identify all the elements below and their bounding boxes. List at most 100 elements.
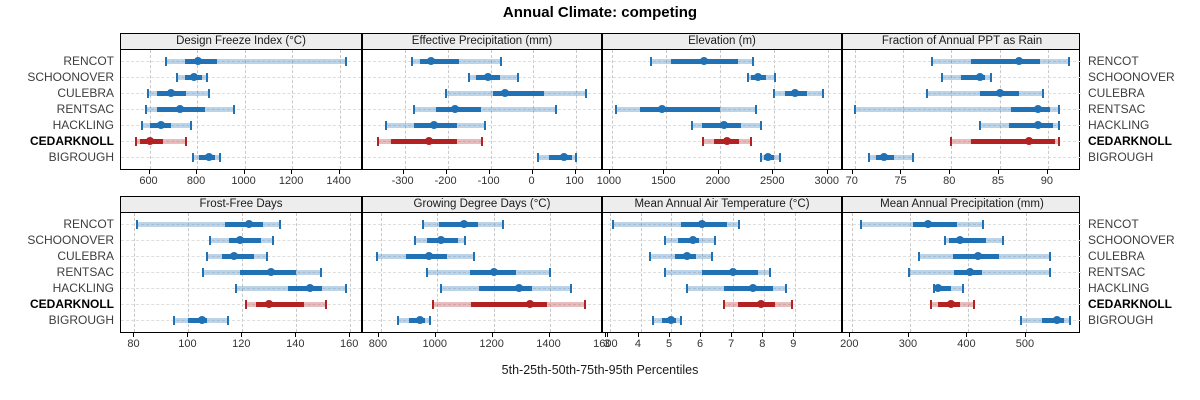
axis-tick xyxy=(488,170,490,174)
whisker-cap xyxy=(750,136,753,146)
median-dot xyxy=(429,121,438,129)
axis-tick xyxy=(949,170,951,174)
whisker-cap xyxy=(147,88,150,98)
whisker-cap xyxy=(961,283,964,293)
median-dot xyxy=(723,137,732,145)
whisker-cap xyxy=(413,235,416,245)
panel-strip-title: Mean Annual Precipitation (mm) xyxy=(841,197,1081,212)
whisker-cap xyxy=(932,283,935,293)
iqr-bar xyxy=(438,221,479,227)
row-guide xyxy=(843,92,1081,94)
gridline xyxy=(350,213,352,332)
whisker-cap xyxy=(690,120,693,130)
site-label-left: CEDARKNOLL xyxy=(30,297,114,311)
axis-tick xyxy=(900,170,902,174)
gridline xyxy=(533,50,535,169)
site-label-right: CULEBRA xyxy=(1088,86,1145,100)
panel-strip-title: Fraction of Annual PPT as Rain xyxy=(841,34,1081,49)
whisker-cap xyxy=(772,88,775,98)
axis-tick-label: 4 xyxy=(634,338,641,350)
site-label-right: RENTSAC xyxy=(1088,265,1146,279)
gridline xyxy=(827,50,829,169)
site-label-right: RENTSAC xyxy=(1088,102,1146,116)
strip-row: Frost-Free Days Growing Degree Days (°C) M… xyxy=(120,196,1080,213)
whisker-cap xyxy=(140,120,143,130)
site-label-right: BIGROUGH xyxy=(1088,150,1154,164)
row-guide xyxy=(843,156,1081,158)
whisker-cap xyxy=(779,152,782,162)
iqr-bar xyxy=(970,58,1041,64)
whisker-cap xyxy=(651,315,654,325)
axis-band: 80 100 120 140 160 800 1000 1200 1400 1600 3 4 5 6 7 8 9… xyxy=(120,333,1080,357)
axis-tick-label: -300 xyxy=(391,175,414,187)
axis-tick-label: 800 xyxy=(368,338,388,350)
whisker-cap xyxy=(821,88,824,98)
plot-row xyxy=(120,50,1081,170)
row-guide xyxy=(843,124,1081,126)
median-dot xyxy=(416,316,425,324)
whisker-cap xyxy=(738,219,741,229)
axis-band: 600 800 1000 1200 1400 -300 -200 -100 0 100 1000 15… xyxy=(120,170,1080,194)
axis-tick xyxy=(608,170,610,174)
whisker-cap xyxy=(759,152,762,162)
axis-tick xyxy=(700,333,702,337)
whisker-cap xyxy=(611,219,614,229)
axis-tick xyxy=(548,333,550,337)
median-dot xyxy=(194,57,203,65)
axis-tick xyxy=(187,333,189,337)
row-guide xyxy=(121,60,361,62)
site-label-right: SCHOONOVER xyxy=(1088,70,1175,84)
iqr-bar xyxy=(737,301,775,307)
median-dot xyxy=(483,73,492,81)
whisker-cap xyxy=(234,283,237,293)
whisker-cap xyxy=(218,152,221,162)
axis-tick xyxy=(731,333,733,337)
iqr-bar xyxy=(479,285,532,291)
whisker-cap xyxy=(1042,88,1045,98)
whisker-cap xyxy=(940,72,943,82)
row-guide xyxy=(603,319,841,321)
row-guide xyxy=(843,108,1081,110)
median-dot xyxy=(976,73,985,81)
axis-tick-label: 1200 xyxy=(479,338,504,350)
median-dot xyxy=(305,284,314,292)
gridline xyxy=(296,213,298,332)
panel-strip-title: Elevation (m) xyxy=(601,34,841,49)
whisker-cap xyxy=(135,136,138,146)
site-label-left: RENTSAC xyxy=(56,102,114,116)
axis-tick-label: 2000 xyxy=(705,175,731,187)
gridline xyxy=(763,213,765,332)
panel-strip-title: Mean Annual Air Temperature (°C) xyxy=(601,197,841,212)
whisker-cap xyxy=(784,283,787,293)
row-guide xyxy=(603,239,841,241)
median-dot xyxy=(756,300,765,308)
axis-tick-label: 800 xyxy=(186,175,206,187)
whisker-cap xyxy=(584,299,587,309)
iqr-bar xyxy=(970,138,1055,144)
row-guide xyxy=(363,92,601,94)
whisker-cap xyxy=(206,251,209,261)
whisker-cap xyxy=(648,251,651,261)
whisker-cap xyxy=(664,235,667,245)
whisker-cap xyxy=(1048,267,1051,277)
whisker-cap xyxy=(944,235,947,245)
whisker-cap xyxy=(207,88,210,98)
whisker-cap xyxy=(272,235,275,245)
gridline xyxy=(149,50,151,169)
whisker-cap xyxy=(483,120,486,130)
whisker-cap xyxy=(208,235,211,245)
range-band xyxy=(612,221,740,227)
axis-tick xyxy=(826,170,828,174)
whisker-cap xyxy=(202,267,205,277)
median-dot xyxy=(489,268,498,276)
median-dot xyxy=(189,73,198,81)
iqr-bar xyxy=(471,301,548,307)
axis-tick xyxy=(434,333,436,337)
median-dot xyxy=(956,236,965,244)
median-dot xyxy=(514,284,523,292)
site-label-right: HACKLING xyxy=(1088,281,1150,295)
median-dot xyxy=(749,284,758,292)
panel-strip-title: Design Freeze Index (°C) xyxy=(176,35,306,47)
axis-tick-label: 200 xyxy=(840,338,859,350)
whisker-cap xyxy=(396,315,399,325)
